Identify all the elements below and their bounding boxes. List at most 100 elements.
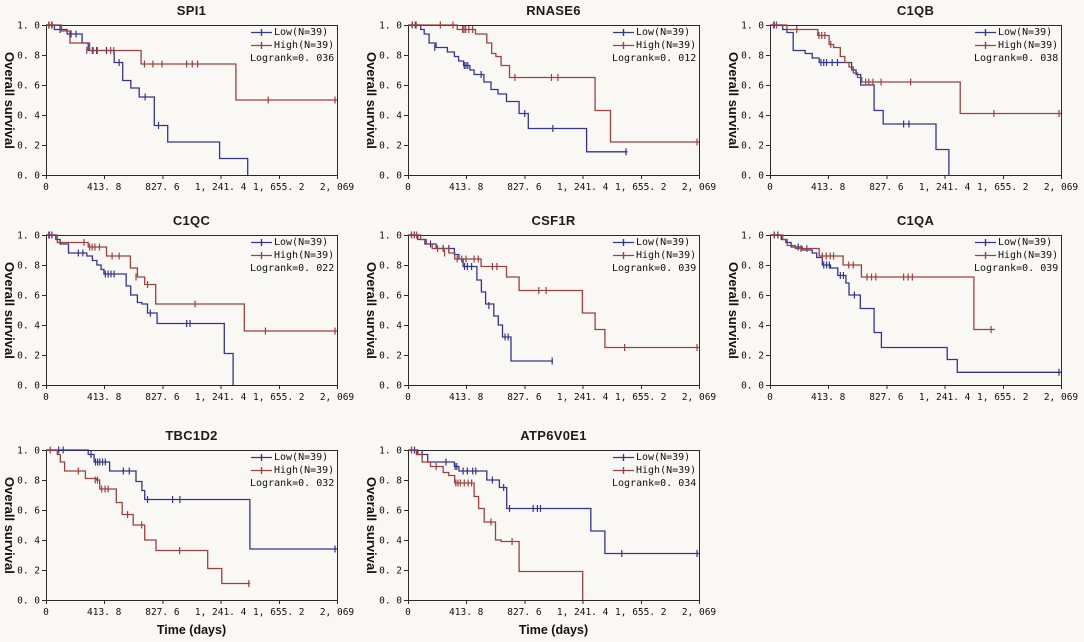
survival-curve-high [770, 234, 995, 331]
legend-item-high: High(N=39) [974, 39, 1058, 52]
x-axis-label: Time (days) [518, 623, 589, 637]
x-tick-label: 0 [43, 392, 49, 403]
x-tick-label: 0 [43, 182, 49, 193]
logrank-label: Logrank=0. 032 [250, 478, 335, 489]
y-tick-label: 0. 0 [17, 381, 40, 392]
km-plot-atp6v0e1: ATP6V0E1 Overall survival 0. 0 0. 2 0. 4 0.… [362, 415, 724, 642]
legend: Low(N=39) High(N=39) Logrank=0. 036 [250, 26, 334, 65]
logrank-label: Logrank=0. 034 [612, 478, 697, 489]
y-axis-label: Overall survival [364, 51, 379, 149]
km-plot-c1qc: C1QC Overall survival 0. 0 0. 2 0. 4 0. 6 0.… [0, 200, 362, 415]
y-tick-label: 0. 0 [17, 171, 40, 182]
survival-curve-low [408, 24, 628, 153]
y-tick-label: 0. 6 [17, 506, 40, 517]
survival-curve-low [46, 234, 234, 385]
censor-marks-low [410, 231, 553, 365]
y-tick-label: 0. 6 [379, 81, 402, 92]
x-tick-label: 1, 241. 4 [557, 607, 609, 618]
y-tick-label: 0. 2 [379, 351, 402, 362]
y-tick-label: 1. 0 [379, 21, 402, 32]
legend-marker-low-icon [251, 454, 272, 461]
x-tick-label: 413. 8 [449, 392, 484, 403]
legend-label-high: High(N=39) [274, 40, 335, 51]
x-axis-label: Time (days) [156, 623, 227, 637]
x-tick-label: 2, 069 [320, 182, 355, 193]
plot-title: RNASE6 [526, 3, 581, 18]
km-plot-rnase6: RNASE6 Overall survival 0. 0 0. 2 0. 4 0. 6… [362, 0, 724, 200]
y-tick-label: 1. 0 [17, 21, 40, 32]
censor-marks-high [772, 21, 1060, 117]
legend: Low(N=39) High(N=39) Logrank=0. 022 [250, 236, 334, 275]
survival-curve-low [408, 234, 553, 362]
survival-curve-low [46, 24, 249, 175]
y-tick-label: 0. 2 [741, 141, 764, 152]
x-tick-label: 1, 655. 2 [615, 182, 666, 193]
survival-curve-high [46, 449, 251, 585]
x-tick-label: 1, 241. 4 [919, 182, 971, 193]
y-tick-label: 0. 4 [379, 536, 402, 547]
legend-label-low: Low(N=39) [998, 27, 1053, 38]
legend-item-high: High(N=39) [974, 249, 1058, 262]
x-tick-label: 827. 6 [145, 392, 180, 403]
y-tick-label: 0. 0 [741, 381, 764, 392]
x-tick-label: 1, 241. 4 [557, 392, 609, 403]
legend-marker-high-icon [251, 42, 272, 49]
y-tick-label: 0. 0 [17, 596, 40, 607]
logrank-label: Logrank=0. 012 [612, 53, 697, 64]
survival-curve-high [408, 234, 699, 349]
legend-marker-low-icon [975, 239, 996, 246]
legend-label-low: Low(N=39) [998, 237, 1053, 248]
y-tick-label: 1. 0 [379, 446, 402, 457]
censor-marks-high [49, 446, 250, 587]
km-chart-svg: 0. 0 0. 2 0. 4 0. 6 0. 8 1. 0 0 413. 8 827. 6 1, … [17, 21, 355, 194]
censor-marks-low [411, 21, 627, 156]
x-tick-label: 2, 069 [682, 607, 717, 618]
y-tick-label: 0. 8 [17, 51, 40, 62]
legend-label-high: High(N=39) [274, 465, 335, 476]
legend-marker-high-icon [975, 42, 996, 49]
legend: Low(N=39) High(N=39) Logrank=0. 034 [612, 451, 696, 490]
y-tick-label: 0. 0 [379, 596, 402, 607]
x-tick-label: 413. 8 [449, 607, 484, 618]
legend-marker-high-icon [251, 467, 272, 474]
plot-title: TBC1D2 [165, 428, 218, 443]
x-tick-label: 1, 655. 2 [253, 182, 304, 193]
legend-item-low: Low(N=39) [250, 236, 334, 249]
y-axis-label: Overall survival [2, 51, 17, 149]
y-tick-label: 1. 0 [17, 231, 40, 242]
y-axis-label: Overall survival [2, 476, 17, 574]
censor-marks-high [773, 231, 992, 333]
y-tick-label: 0. 4 [17, 321, 40, 332]
x-tick-label: 1, 655. 2 [253, 392, 304, 403]
y-tick-label: 0. 6 [379, 506, 402, 517]
legend-item-high: High(N=39) [250, 464, 334, 477]
y-tick-label: 0. 8 [379, 51, 402, 62]
legend-marker-high-icon [613, 252, 634, 259]
y-tick-label: 1. 0 [17, 446, 40, 457]
survival-curve-high [46, 24, 337, 101]
km-chart-svg: 0. 0 0. 2 0. 4 0. 6 0. 8 1. 0 0 413. 8 827. 6 1, … [379, 446, 717, 619]
x-tick-label: 413. 8 [449, 182, 484, 193]
x-tick-label: 2, 069 [682, 182, 717, 193]
x-tick-label: 2, 069 [320, 392, 355, 403]
y-tick-label: 0. 6 [741, 291, 764, 302]
y-tick-label: 0. 8 [741, 261, 764, 272]
y-tick-label: 0. 6 [17, 291, 40, 302]
censor-marks-high [410, 231, 698, 351]
survival-curve-high [46, 234, 337, 332]
legend-item-high: High(N=39) [612, 249, 696, 262]
legend-label-low: Low(N=39) [274, 452, 329, 463]
legend-item-low: Low(N=39) [612, 451, 696, 464]
km-chart-svg: 0. 0 0. 2 0. 4 0. 6 0. 8 1. 0 0 413. 8 827. 6 1, … [379, 231, 716, 404]
x-tick-label: 2, 069 [1044, 392, 1079, 403]
x-tick-label: 1, 655. 2 [977, 392, 1028, 403]
y-tick-label: 0. 8 [379, 476, 402, 487]
y-tick-label: 0. 6 [741, 81, 764, 92]
legend-marker-low-icon [251, 29, 272, 36]
plot-title: SPI1 [176, 3, 207, 18]
x-tick-label: 413. 8 [87, 182, 122, 193]
x-tick-label: 1, 241. 4 [557, 182, 609, 193]
x-tick-label: 0 [405, 392, 411, 403]
x-tick-label: 827. 6 [507, 182, 542, 193]
